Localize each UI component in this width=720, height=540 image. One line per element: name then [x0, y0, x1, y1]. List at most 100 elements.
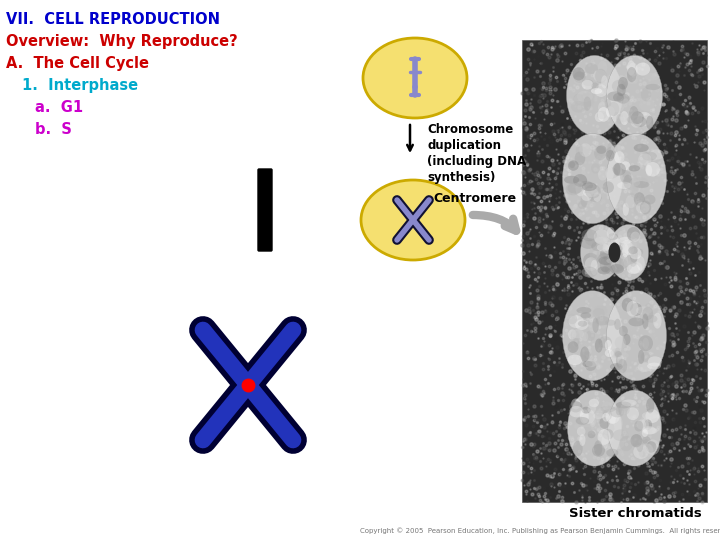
- Ellipse shape: [603, 413, 610, 422]
- Ellipse shape: [572, 68, 585, 80]
- Ellipse shape: [630, 303, 642, 316]
- Ellipse shape: [600, 417, 610, 429]
- Ellipse shape: [581, 195, 588, 207]
- Ellipse shape: [568, 329, 577, 340]
- Ellipse shape: [596, 316, 609, 326]
- Ellipse shape: [574, 77, 582, 85]
- Ellipse shape: [637, 433, 648, 440]
- Ellipse shape: [564, 176, 580, 184]
- Ellipse shape: [627, 67, 636, 82]
- Ellipse shape: [585, 257, 598, 271]
- Ellipse shape: [568, 160, 579, 171]
- Ellipse shape: [613, 163, 626, 176]
- Ellipse shape: [589, 194, 602, 202]
- Ellipse shape: [598, 169, 608, 180]
- Ellipse shape: [571, 399, 581, 409]
- Ellipse shape: [588, 431, 595, 438]
- Ellipse shape: [573, 174, 587, 187]
- Ellipse shape: [590, 416, 595, 427]
- Ellipse shape: [606, 449, 618, 457]
- Ellipse shape: [595, 254, 604, 269]
- Ellipse shape: [573, 441, 582, 456]
- Ellipse shape: [593, 70, 606, 82]
- Ellipse shape: [613, 429, 629, 441]
- Ellipse shape: [598, 253, 613, 265]
- Ellipse shape: [641, 352, 650, 362]
- Ellipse shape: [626, 407, 639, 420]
- Ellipse shape: [646, 84, 660, 90]
- Ellipse shape: [616, 416, 623, 430]
- Ellipse shape: [592, 234, 602, 247]
- Ellipse shape: [614, 348, 621, 357]
- Ellipse shape: [600, 406, 616, 413]
- Ellipse shape: [627, 60, 636, 76]
- Ellipse shape: [608, 242, 621, 262]
- Ellipse shape: [590, 260, 598, 275]
- Ellipse shape: [645, 303, 652, 310]
- Ellipse shape: [594, 440, 603, 456]
- Ellipse shape: [595, 69, 606, 83]
- Ellipse shape: [645, 409, 660, 423]
- Ellipse shape: [637, 112, 652, 126]
- Ellipse shape: [630, 259, 636, 267]
- Ellipse shape: [576, 144, 582, 156]
- Ellipse shape: [630, 112, 642, 127]
- Text: VII.  CELL REPRODUCTION: VII. CELL REPRODUCTION: [6, 12, 220, 27]
- Text: Copyright © 2005  Pearson Education, Inc. Publishing as Pearson Benjamin Cumming: Copyright © 2005 Pearson Education, Inc.…: [360, 528, 720, 534]
- Ellipse shape: [598, 61, 607, 75]
- Ellipse shape: [608, 390, 662, 466]
- Ellipse shape: [633, 177, 648, 187]
- Ellipse shape: [608, 101, 624, 112]
- Ellipse shape: [626, 116, 642, 124]
- Ellipse shape: [607, 141, 617, 154]
- Ellipse shape: [582, 409, 595, 424]
- Ellipse shape: [580, 181, 593, 191]
- Ellipse shape: [642, 418, 649, 432]
- Ellipse shape: [620, 111, 629, 125]
- Ellipse shape: [582, 347, 592, 356]
- Ellipse shape: [607, 239, 616, 247]
- Ellipse shape: [598, 429, 611, 445]
- Ellipse shape: [617, 84, 626, 96]
- Ellipse shape: [588, 404, 596, 414]
- Ellipse shape: [632, 238, 639, 249]
- Ellipse shape: [641, 87, 651, 102]
- Ellipse shape: [634, 444, 649, 459]
- Ellipse shape: [605, 99, 611, 108]
- Ellipse shape: [617, 75, 626, 84]
- Ellipse shape: [569, 315, 584, 328]
- Ellipse shape: [646, 315, 657, 322]
- Ellipse shape: [598, 266, 611, 274]
- Ellipse shape: [605, 264, 616, 274]
- Ellipse shape: [567, 341, 578, 353]
- Ellipse shape: [589, 322, 598, 334]
- Ellipse shape: [583, 253, 598, 268]
- Ellipse shape: [608, 102, 619, 116]
- Ellipse shape: [642, 412, 657, 419]
- Ellipse shape: [562, 291, 623, 381]
- Ellipse shape: [622, 243, 629, 258]
- Ellipse shape: [642, 426, 656, 435]
- Ellipse shape: [582, 361, 593, 367]
- Ellipse shape: [641, 116, 652, 131]
- Ellipse shape: [632, 176, 641, 191]
- Ellipse shape: [624, 174, 632, 189]
- Ellipse shape: [601, 435, 608, 449]
- Ellipse shape: [640, 200, 651, 214]
- Ellipse shape: [617, 182, 631, 189]
- Ellipse shape: [643, 427, 657, 434]
- Ellipse shape: [599, 422, 614, 434]
- Ellipse shape: [624, 334, 631, 345]
- Ellipse shape: [565, 183, 581, 195]
- Ellipse shape: [582, 183, 597, 191]
- Ellipse shape: [575, 152, 585, 165]
- Ellipse shape: [581, 407, 591, 414]
- Ellipse shape: [614, 151, 624, 164]
- Ellipse shape: [621, 240, 632, 255]
- Ellipse shape: [620, 171, 631, 184]
- Ellipse shape: [629, 106, 639, 120]
- Ellipse shape: [580, 312, 591, 319]
- Ellipse shape: [573, 93, 584, 105]
- Ellipse shape: [580, 92, 595, 107]
- Ellipse shape: [581, 427, 593, 435]
